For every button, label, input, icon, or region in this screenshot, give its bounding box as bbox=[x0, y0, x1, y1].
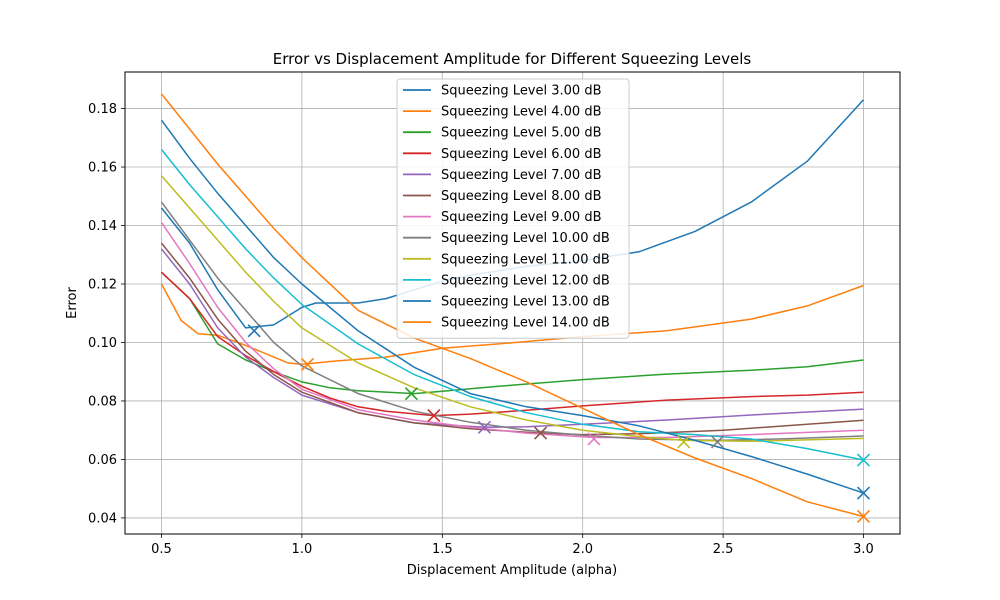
legend-label: Squeezing Level 4.00 dB bbox=[441, 105, 602, 120]
min-marker-12 bbox=[856, 509, 871, 524]
legend: Squeezing Level 3.00 dB Squeezing Level 4… bbox=[396, 78, 630, 339]
minimum-markers bbox=[247, 324, 871, 524]
min-marker-2 bbox=[300, 357, 315, 371]
y-tick-label: 0.10 bbox=[88, 336, 117, 351]
series-line-9 bbox=[160, 175, 864, 443]
x-tick-label: 2.0 bbox=[572, 542, 593, 557]
min-marker-5 bbox=[477, 420, 491, 434]
min-marker-8 bbox=[710, 435, 725, 449]
y-tick-label: 0.14 bbox=[88, 219, 117, 234]
min-marker-7 bbox=[587, 432, 601, 446]
y-tick-label: 0.04 bbox=[88, 511, 117, 526]
min-marker-4 bbox=[427, 409, 441, 423]
legend-entry: Squeezing Level 5.00 dB bbox=[403, 126, 602, 141]
y-tick-label: 0.06 bbox=[88, 453, 117, 468]
legend-label: Squeezing Level 7.00 dB bbox=[441, 168, 602, 183]
chart-title: Error vs Displacement Amplitude for Diff… bbox=[273, 50, 752, 68]
min-marker-3 bbox=[404, 387, 418, 401]
plot-frame bbox=[124, 71, 901, 535]
legend-entry: Squeezing Level 4.00 dB bbox=[403, 105, 602, 120]
y-tick-label: 0.12 bbox=[88, 277, 117, 292]
legend-entry: Squeezing Level 11.00 dB bbox=[403, 252, 610, 267]
axis-ticks: 0.5 1.0 1.5 2.0 2.5 3.0 0.04 0.06 0.08 0.10 0.12 0.… bbox=[88, 102, 874, 557]
legend-entry: Squeezing Level 3.00 dB bbox=[403, 84, 602, 99]
y-axis-label: Error bbox=[65, 287, 80, 319]
legend-label: Squeezing Level 10.00 dB bbox=[441, 231, 610, 246]
y-tick-label: 0.16 bbox=[88, 161, 117, 176]
series-line-4 bbox=[160, 271, 864, 417]
legend-label: Squeezing Level 3.00 dB bbox=[441, 84, 602, 99]
x-axis-label: Displacement Amplitude (alpha) bbox=[407, 563, 617, 578]
legend-label: Squeezing Level 11.00 dB bbox=[441, 252, 610, 267]
series-line-11 bbox=[160, 119, 864, 494]
series-line-6 bbox=[160, 242, 864, 436]
legend-entry: Squeezing Level 8.00 dB bbox=[403, 189, 602, 204]
series-line-12 bbox=[160, 93, 864, 518]
legend-label: Squeezing Level 12.00 dB bbox=[441, 273, 610, 288]
min-marker-1 bbox=[247, 324, 261, 338]
x-tick-label: 1.0 bbox=[292, 542, 313, 557]
min-marker-6 bbox=[534, 426, 548, 440]
legend-label: Squeezing Level 5.00 dB bbox=[441, 126, 602, 141]
x-tick-label: 0.5 bbox=[151, 542, 172, 557]
legend-label: Squeezing Level 14.00 dB bbox=[441, 316, 610, 331]
legend-label: Squeezing Level 13.00 dB bbox=[441, 295, 610, 310]
legend-entry: Squeezing Level 10.00 dB bbox=[403, 231, 610, 246]
min-marker-11 bbox=[856, 486, 871, 500]
legend-box bbox=[396, 78, 630, 339]
legend-label: Squeezing Level 9.00 dB bbox=[441, 210, 602, 225]
x-tick-label: 1.5 bbox=[432, 542, 453, 557]
min-marker-10 bbox=[856, 453, 871, 467]
legend-entry: Squeezing Level 14.00 dB bbox=[403, 316, 610, 331]
legend-entry: Squeezing Level 9.00 dB bbox=[403, 210, 602, 225]
legend-label: Squeezing Level 6.00 dB bbox=[441, 147, 602, 162]
legend-entry: Squeezing Level 7.00 dB bbox=[403, 168, 602, 183]
y-tick-label: 0.18 bbox=[88, 102, 117, 117]
legend-entry: Squeezing Level 13.00 dB bbox=[403, 295, 610, 310]
min-marker-9 bbox=[677, 435, 691, 449]
legend-entry: Squeezing Level 12.00 dB bbox=[403, 273, 610, 288]
legend-entry: Squeezing Level 6.00 dB bbox=[403, 147, 602, 162]
y-tick-label: 0.08 bbox=[88, 394, 117, 409]
x-tick-label: 2.5 bbox=[713, 542, 734, 557]
series-line-3 bbox=[160, 271, 864, 395]
x-tick-label: 3.0 bbox=[853, 542, 874, 557]
legend-label: Squeezing Level 8.00 dB bbox=[441, 189, 602, 204]
